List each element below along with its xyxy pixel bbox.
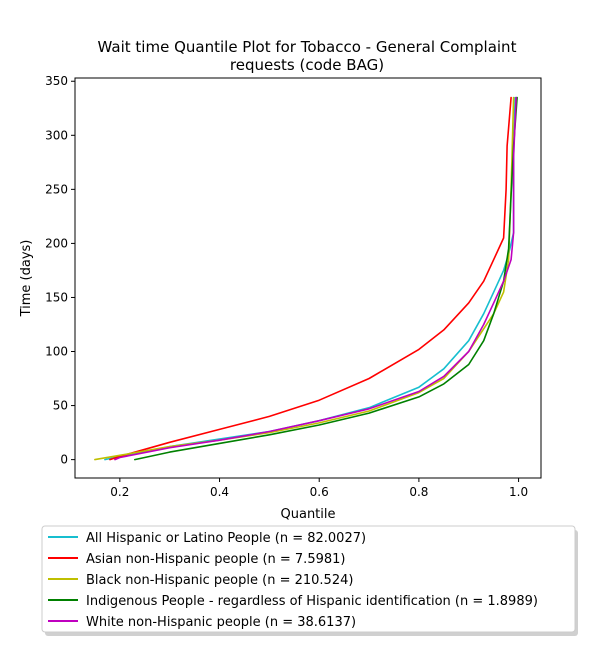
y-axis-label: Time (days) (19, 240, 34, 318)
y-tick-label: 150 (45, 290, 68, 304)
x-tick-label: 0.2 (110, 485, 129, 499)
series-line-3 (134, 96, 518, 461)
x-tick-label: 0.8 (409, 485, 428, 499)
series-line-1 (109, 96, 512, 461)
y-tick-label: 0 (60, 453, 68, 467)
x-tick-label: 0.6 (310, 485, 329, 499)
x-axis-ticks: 0.2 0.4 0.6 0.8 1.0 (110, 478, 528, 499)
y-tick-label: 100 (45, 345, 68, 359)
legend-entries: All Hispanic or Latino People (n = 82.00… (48, 531, 538, 630)
chart-title-line-1: Wait time Quantile Plot for Tobacco - Ge… (98, 38, 517, 56)
y-tick-label: 250 (45, 182, 68, 196)
legend-label: Black non-Hispanic people (n = 210.524) (86, 573, 353, 588)
chart-title-line-2: requests (code BAG) (230, 56, 384, 74)
legend-label: All Hispanic or Latino People (n = 82.00… (86, 531, 366, 546)
legend-box (41, 525, 576, 633)
x-tick-label: 1.0 (509, 485, 528, 499)
x-axis-label: Quantile (281, 507, 336, 522)
legend-label: Asian non-Hispanic people (n = 7.5981) (86, 552, 345, 567)
legend-label: White non-Hispanic people (n = 38.6137) (86, 615, 356, 630)
y-tick-label: 300 (45, 128, 68, 142)
y-tick-label: 200 (45, 236, 68, 250)
legend: All Hispanic or Latino People (n = 82.00… (41, 525, 578, 636)
y-tick-label: 50 (53, 399, 68, 413)
x-tick-label: 0.4 (210, 485, 229, 499)
series-line-4 (114, 96, 517, 461)
y-tick-label: 350 (45, 74, 68, 88)
y-axis-ticks: 0 50 100 150 200 250 300 350 (45, 74, 75, 467)
legend-label: Indigenous People - regardless of Hispan… (86, 594, 538, 609)
series-lines (94, 96, 518, 461)
plot-area (74, 77, 542, 479)
